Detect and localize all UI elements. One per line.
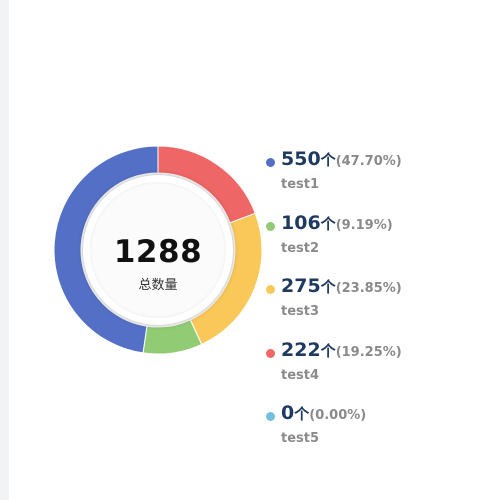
legend-percent: (0.00%)	[309, 408, 367, 423]
legend-value: 222	[281, 338, 321, 361]
legend-dot	[266, 348, 275, 358]
legend-series-name: test2	[281, 240, 320, 256]
legend-value-line: 0个(0.00%)	[281, 402, 366, 424]
legend-unit: 个	[320, 214, 336, 233]
legend-series-name: test3	[281, 304, 320, 319]
legend-series-name: test4	[281, 367, 320, 383]
donut-slice-test1[interactable]	[53, 145, 159, 354]
legend-dot	[266, 158, 275, 167]
legend-value: 106	[281, 211, 321, 234]
legend-unit: 个	[294, 405, 310, 423]
total-label: 总数量	[138, 278, 178, 293]
donut-chart: 1288 总数量	[52, 144, 264, 356]
left-rail	[0, 0, 9, 500]
legend: 550个(47.70%) test1 106个(9.19%) test2 275…	[266, 148, 486, 466]
legend-value: 550	[281, 148, 321, 170]
legend-value-line: 222个(19.25%)	[281, 339, 402, 361]
legend-item-test4[interactable]: 222个(19.25%) test4	[266, 339, 486, 403]
legend-dot	[266, 221, 275, 231]
total-value: 1288	[113, 234, 203, 270]
legend-percent: (47.70%)	[335, 154, 402, 169]
legend-unit: 个	[320, 151, 336, 169]
donut-slice-test2[interactable]	[142, 319, 203, 355]
legend-value: 0	[281, 402, 295, 424]
legend-percent: (19.25%)	[335, 344, 402, 360]
center-inner-disc	[90, 182, 226, 318]
legend-unit: 个	[320, 278, 336, 296]
legend-dot	[266, 412, 275, 421]
legend-dot	[266, 285, 275, 294]
legend-item-test3[interactable]: 275个(23.85%) test3	[266, 275, 486, 339]
legend-percent: (9.19%)	[335, 217, 393, 233]
center-disc	[83, 175, 233, 325]
legend-value-line: 106个(9.19%)	[281, 212, 393, 234]
donut-svg	[53, 145, 263, 355]
legend-item-test2[interactable]: 106个(9.19%) test2	[266, 212, 486, 276]
legend-item-test5[interactable]: 0个(0.00%) test5	[266, 402, 486, 466]
legend-value: 275	[281, 275, 321, 297]
legend-series-name: test5	[281, 431, 320, 446]
legend-series-name: test1	[281, 177, 320, 192]
legend-unit: 个	[320, 341, 336, 360]
legend-item-test1[interactable]: 550个(47.70%) test1	[266, 148, 486, 212]
legend-percent: (23.85%)	[335, 281, 402, 296]
legend-value-line: 550个(47.70%)	[281, 148, 402, 170]
legend-value-line: 275个(23.85%)	[281, 275, 402, 297]
